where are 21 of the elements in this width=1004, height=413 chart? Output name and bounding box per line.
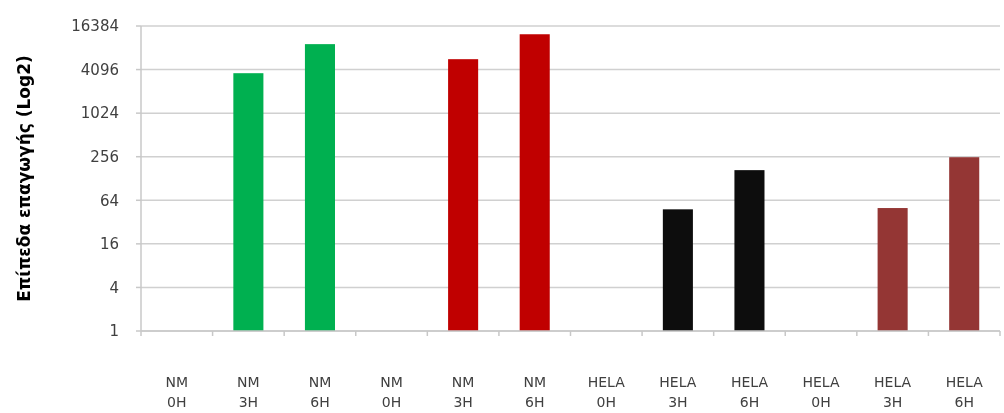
y-tick-label: 16	[99, 235, 119, 254]
y-tick-label: 1	[109, 322, 119, 341]
x-tick-label: HELA 3H	[874, 374, 912, 410]
x-tick-label: NM 3H	[237, 374, 260, 410]
x-tick-label: HELA 3H	[659, 374, 697, 410]
x-tick-label: NM 6H	[308, 374, 332, 410]
y-tick-label: 16384	[71, 17, 119, 36]
y-axis-title: Επίπεδα επαγωγής (Log2)	[14, 55, 34, 302]
x-tick-label: HELA 0H	[802, 374, 840, 410]
y-tick-label: 256	[90, 147, 119, 166]
x-tick-label: NM 0H	[165, 374, 189, 410]
y-tick-label: 1024	[80, 104, 119, 123]
x-tick-label: NM 3H	[451, 374, 475, 410]
y-tick-label: 4	[109, 278, 119, 297]
y-tick-label: 64	[99, 191, 119, 210]
x-tick-label: NM 0H	[380, 374, 403, 410]
x-tick-label: NM 6H	[523, 374, 546, 410]
x-tick-label: HELA 6H	[730, 374, 769, 410]
x-tick-label: HELA 0H	[587, 374, 626, 410]
y-tick-label: 4096	[80, 60, 119, 79]
x-tick-label: HELA 6H	[945, 374, 984, 410]
